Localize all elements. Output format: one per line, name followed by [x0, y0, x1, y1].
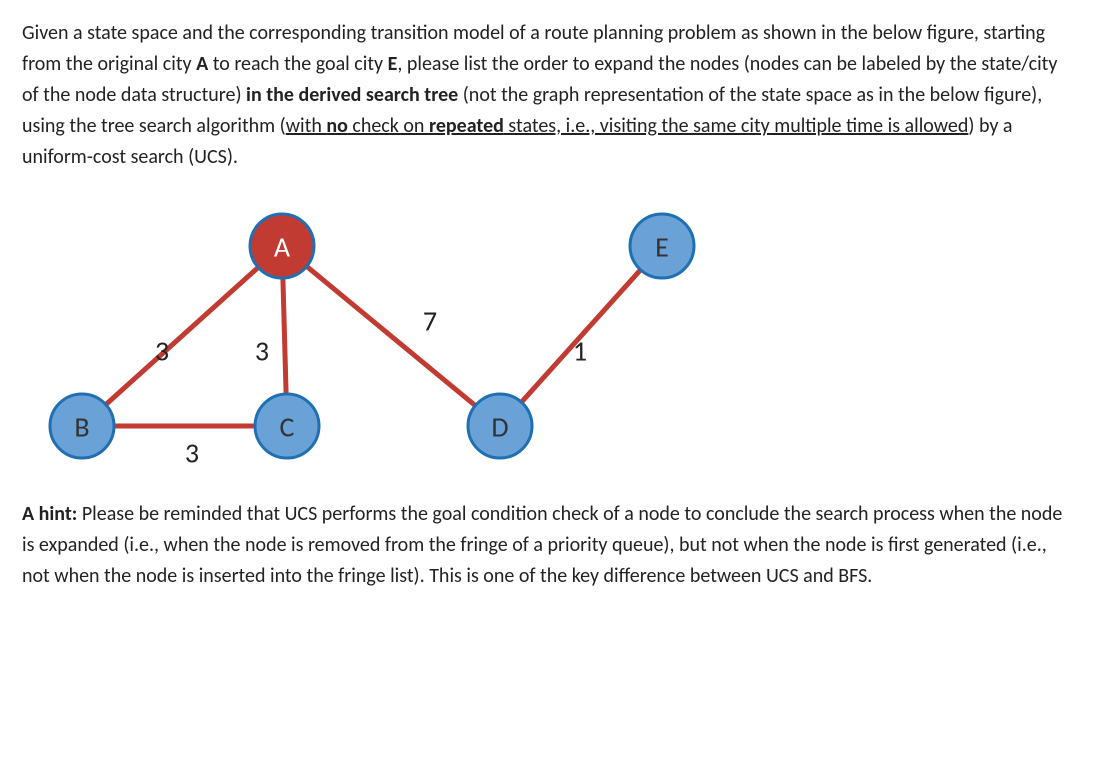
underline: states, i.e., visiting the same city mul…	[504, 114, 968, 138]
node-A-label: A	[274, 230, 291, 265]
edge-A-B	[82, 246, 282, 426]
edge-weight-B-C: 3	[185, 436, 199, 471]
problem-paragraph: Given a state space and the correspondin…	[22, 18, 1073, 173]
node-C-label: C	[280, 410, 295, 445]
underline-bold-no: no	[326, 114, 347, 138]
hint-paragraph: A hint: Please be reminded that UCS perf…	[22, 499, 1073, 592]
edge-weight-D-E: 1	[573, 334, 587, 369]
underline: with	[286, 114, 327, 138]
edge-weight-A-D: 7	[423, 304, 437, 339]
node-D-label: D	[491, 410, 508, 445]
hint-text: Please be reminded that UCS performs the…	[22, 502, 1062, 588]
node-E-label: E	[655, 230, 669, 265]
text: to reach the goal city	[208, 52, 387, 76]
underline-bold-repeated: repeated	[429, 114, 504, 138]
edge-A-D	[282, 246, 500, 426]
underline: check on	[348, 114, 429, 138]
bold-derived: in the derived search tree	[246, 83, 458, 107]
bold-E: E	[388, 52, 398, 76]
edge-weight-A-C: 3	[255, 334, 269, 369]
graph-svg: A B C D E 3 3 3 7 1	[22, 191, 722, 481]
node-B-label: B	[74, 410, 89, 445]
hint-label: A hint:	[22, 502, 77, 526]
graph-figure: A B C D E 3 3 3 7 1	[22, 191, 722, 481]
bold-A: A	[196, 52, 208, 76]
edge-weight-A-B: 3	[155, 334, 169, 369]
